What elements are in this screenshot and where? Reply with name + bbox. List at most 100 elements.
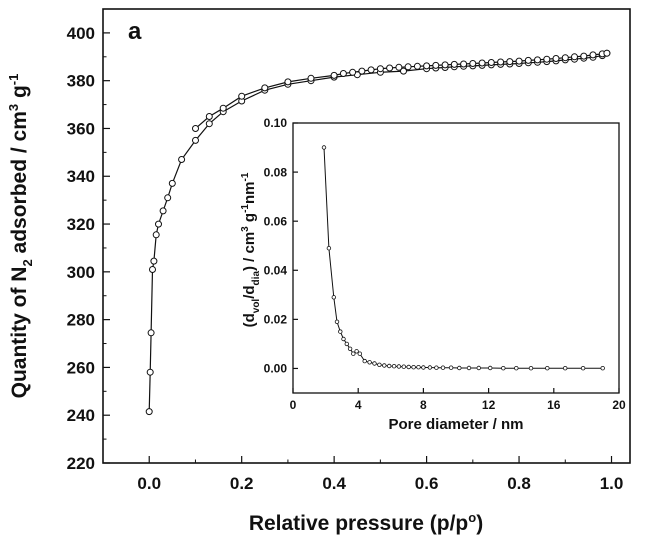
y-tick-label: 400	[67, 24, 95, 43]
data-point	[476, 365, 481, 371]
data-point	[396, 364, 402, 369]
data-point	[261, 84, 269, 92]
data-point	[150, 257, 158, 265]
data-point	[515, 57, 523, 65]
x-tick-label: 8	[420, 398, 427, 412]
data-point	[421, 365, 426, 370]
x-tick-label: 1.0	[600, 474, 624, 493]
x-axis-title: Relative pressure (p/po)	[249, 510, 483, 535]
data-point	[168, 179, 176, 187]
data-point	[589, 51, 597, 59]
y-tick-label: 260	[67, 358, 95, 377]
data-point	[387, 363, 392, 369]
data-point	[441, 61, 449, 69]
data-point	[603, 49, 611, 57]
y-axis-title-g: g	[8, 85, 31, 104]
data-point	[376, 65, 384, 73]
data-point	[395, 63, 403, 71]
inset-y-axis-title: (dvol/ddia) / cm3 g-1nm-1	[240, 172, 262, 327]
data-point	[178, 156, 186, 163]
inset-x-axis-title: Pore diameter / nm	[388, 416, 523, 433]
x-tick-label: 0.4	[322, 474, 346, 493]
y-axis-title: Quantity of N2 adsorbed / cm3 g-1	[6, 74, 35, 399]
data-point	[450, 60, 458, 68]
data-point	[400, 67, 407, 75]
data-point	[469, 60, 477, 67]
data-point	[600, 366, 605, 371]
data-point	[377, 362, 382, 367]
y-tick-label: 340	[67, 167, 95, 186]
data-point	[488, 365, 493, 371]
data-point	[338, 329, 343, 334]
data-point	[401, 364, 406, 369]
data-point	[552, 55, 560, 62]
x-axis-title-sup: o	[468, 510, 476, 525]
x-tick-label: 0.0	[137, 474, 161, 493]
y-tick-label: 0.10	[264, 116, 288, 130]
data-point	[307, 74, 315, 82]
y-axis-title-sub: 2	[20, 259, 35, 266]
main-series	[145, 49, 611, 416]
data-point	[514, 366, 519, 371]
data-point	[460, 60, 468, 68]
data-point	[478, 59, 486, 67]
data-point	[147, 329, 155, 337]
data-point	[386, 64, 394, 72]
data-point	[391, 364, 397, 369]
main-axis-ticks: 0.0 0.2 0.4 0.6 0.8 1.0 220 240 260 280 300 320 340 3…	[67, 24, 624, 493]
inset-plot-frame	[292, 122, 620, 394]
data-point	[448, 365, 454, 370]
x-tick-label: 16	[547, 398, 561, 412]
x-tick-label: 0	[290, 398, 297, 412]
data-point	[372, 361, 377, 366]
data-point	[580, 52, 588, 60]
inset-series	[321, 145, 605, 371]
data-point	[341, 336, 346, 342]
data-point	[501, 366, 506, 371]
y-tick-label: 280	[67, 311, 95, 330]
panel-label: a	[128, 18, 142, 45]
data-point	[543, 55, 551, 63]
y-axis-title-main: Quantity of N	[8, 267, 31, 399]
data-point	[497, 58, 505, 66]
data-point	[571, 53, 578, 61]
x-tick-label: 12	[482, 398, 496, 412]
x-tick-label: 0.2	[230, 474, 254, 493]
data-point	[561, 54, 569, 62]
y-axis-title-sup: 3	[6, 104, 21, 111]
data-point	[354, 349, 359, 354]
y-tick-label: 360	[67, 119, 95, 138]
data-point	[205, 120, 213, 128]
data-point	[362, 358, 367, 364]
data-point	[326, 245, 332, 251]
main-plot-frame	[102, 8, 631, 464]
data-point	[330, 71, 338, 79]
data-point	[358, 67, 366, 75]
data-point	[284, 78, 292, 86]
data-point	[506, 58, 514, 66]
data-point	[205, 113, 213, 120]
inset-axis-ticks: 0 4 8 12 16 20 0.00 0.02 0.04 0.06 0.08 0.10	[264, 116, 626, 412]
data-point	[440, 365, 446, 370]
data-point	[321, 145, 327, 150]
x-axis-title-end: )	[476, 512, 483, 535]
data-point	[524, 56, 532, 64]
y-tick-label: 0.02	[264, 313, 288, 327]
x-tick-label: 4	[355, 398, 362, 412]
data-point	[155, 220, 162, 228]
data-point	[367, 360, 372, 365]
data-point	[563, 366, 568, 371]
y-tick-label: 0.06	[264, 214, 288, 228]
data-point	[427, 365, 433, 370]
data-point	[487, 59, 495, 66]
data-point	[219, 104, 227, 112]
y-tick-label: 220	[67, 454, 95, 473]
data-point	[528, 366, 534, 371]
data-point	[344, 341, 349, 347]
data-point	[382, 363, 387, 368]
data-point	[580, 366, 586, 371]
data-point	[351, 351, 356, 356]
data-point	[357, 351, 362, 356]
x-tick-label: 20	[612, 398, 626, 412]
